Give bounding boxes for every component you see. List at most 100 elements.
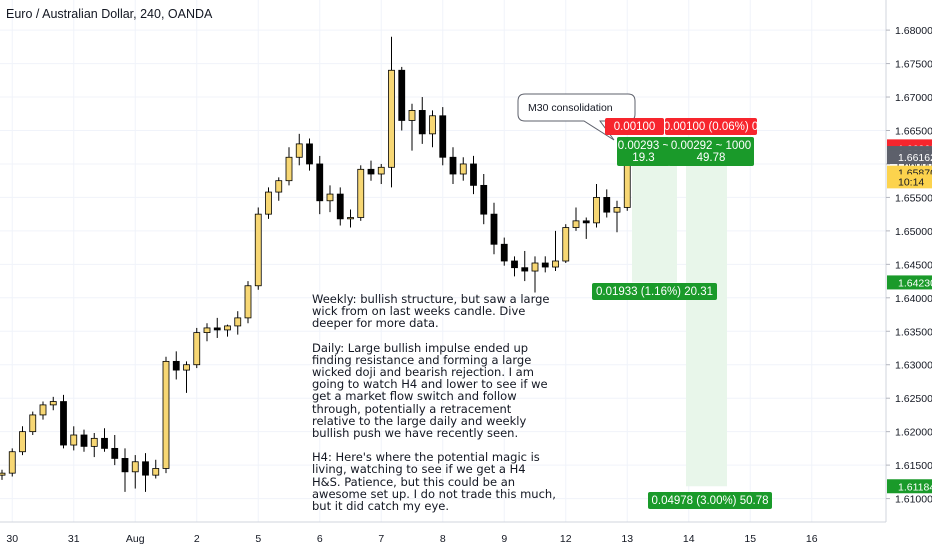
candle-bear <box>418 110 426 135</box>
candle-bull <box>90 437 98 447</box>
candle-bear <box>398 69 406 121</box>
y-tick-label: 1.61000 <box>895 494 932 506</box>
y-tick-label: 1.67500 <box>895 59 932 71</box>
y-tick-label: 1.61500 <box>895 460 932 472</box>
candle-bull <box>193 332 201 366</box>
price-tag-text: 10:14 <box>898 176 924 188</box>
candle-bull <box>39 404 47 416</box>
x-tick-label: 30 <box>6 533 18 545</box>
analysis-note: Weekly: bullish structure, but saw a lar… <box>312 293 556 524</box>
candle-bull <box>70 434 78 446</box>
candle-bear <box>521 267 529 272</box>
candle-bull <box>234 317 242 327</box>
y-tick-label: 1.62500 <box>895 393 932 405</box>
candle-bull <box>131 461 139 473</box>
price-axis[interactable]: 1.680001.675001.670001.665001.660001.655… <box>886 25 932 506</box>
stop-label-2-text: 0.00100 (0.06%) 0 <box>664 121 759 133</box>
candle-bear <box>480 184 488 215</box>
candle-bull <box>8 451 16 474</box>
candle-bear <box>101 437 108 449</box>
y-tick-label: 1.63000 <box>895 360 932 372</box>
target-label-2: 0.04978 (3.00%) 50.78 <box>648 492 772 509</box>
x-tick-label: 5 <box>255 533 261 545</box>
y-tick-label: 1.65000 <box>895 226 932 238</box>
x-tick-label: 15 <box>744 533 756 545</box>
candle-bear <box>213 327 221 331</box>
note-daily: Daily: Large bullish impulse ended up fi… <box>312 340 548 441</box>
candle-bull <box>0 472 6 476</box>
candle-bull <box>224 325 231 331</box>
candle-bear <box>80 434 88 447</box>
y-tick-label: 1.65500 <box>895 192 932 204</box>
target-zone-1 <box>632 146 677 283</box>
candle-bull <box>326 193 334 202</box>
candle-bear <box>582 220 590 224</box>
candle-bull <box>285 156 293 182</box>
x-tick-label: 13 <box>621 533 633 545</box>
candle-bull <box>459 163 467 175</box>
price-tag-text: 1.64230 <box>898 277 932 289</box>
candle-bear <box>470 163 477 186</box>
candle-bear <box>500 243 508 262</box>
candle-bear <box>367 168 375 175</box>
candle-bear <box>121 458 129 473</box>
candle-bull <box>265 191 272 215</box>
y-tick-label: 1.66500 <box>895 126 932 138</box>
candle-bull <box>152 468 160 476</box>
candle-bull <box>388 69 395 168</box>
entry-label-2-text: 0.00292 ~ 1000 <box>671 140 751 152</box>
price-tag: 1.64230 <box>887 275 932 290</box>
candle-bull <box>531 262 539 272</box>
candle-bull <box>613 207 621 213</box>
candle-bull <box>19 431 26 453</box>
x-tick-label: 6 <box>317 533 323 545</box>
candle-bear <box>172 360 180 371</box>
price-tag-text: 1.61184 <box>898 481 932 493</box>
stop-label-1-text: 0.00100 <box>614 121 656 133</box>
x-tick-label: 2 <box>194 533 200 545</box>
x-tick-label: 9 <box>501 533 507 545</box>
candle-bull <box>357 168 365 218</box>
candle-bull <box>183 364 190 371</box>
y-tick-label: 1.67000 <box>895 92 932 104</box>
entry-label-2-text: 49.78 <box>697 152 726 164</box>
x-tick-label: 7 <box>378 533 384 545</box>
candle-bull <box>377 166 385 175</box>
chart-title: Euro / Australian Dollar, 240, OANDA <box>6 7 213 21</box>
candle-bear <box>439 115 447 158</box>
candle-bear <box>111 447 119 459</box>
y-tick-label: 1.64500 <box>895 259 932 271</box>
x-tick-label: Aug <box>126 533 145 545</box>
candle-bull <box>49 401 57 406</box>
candle-bear <box>316 163 324 202</box>
y-tick-label: 1.64000 <box>895 293 932 305</box>
entry-label-1: 0.00293 ~19.3 <box>617 137 670 166</box>
candle-bear <box>336 193 344 220</box>
candle-bear <box>306 143 313 165</box>
stop-label-1: 0.00100 <box>605 118 664 135</box>
entry-label-1-text: 19.3 <box>632 152 654 164</box>
candle-bull <box>275 180 283 193</box>
target-zone-2 <box>686 146 727 487</box>
candle-bear <box>541 262 549 268</box>
candle-bull <box>162 360 170 469</box>
time-axis[interactable]: 30 31 Aug 2 5 6 7 8 9 12 13 14 15 16 <box>6 533 817 545</box>
note-h4: H4: Here's where the potential magic is … <box>312 450 556 514</box>
candle-bull <box>203 327 211 334</box>
target-label-2-text: 0.04978 (3.00%) 50.78 <box>651 495 768 507</box>
candle-bear <box>511 260 518 269</box>
x-tick-label: 14 <box>683 533 695 545</box>
candle-bull <box>244 285 252 319</box>
note-weekly: Weekly: bullish structure, but saw a lar… <box>312 292 550 331</box>
candle-bull <box>295 143 303 158</box>
price-tag-text: 1.66162 <box>898 152 932 164</box>
target-label-1-text: 0.01933 (1.16%) 20.31 <box>596 286 713 298</box>
candle-bull <box>29 414 37 433</box>
y-tick-label: 1.68000 <box>895 25 932 37</box>
annotation-text: M30 consolidation <box>528 102 613 114</box>
price-tag: 10:14 <box>887 174 932 189</box>
entry-label-1-text: 0.00293 ~ <box>618 140 670 152</box>
